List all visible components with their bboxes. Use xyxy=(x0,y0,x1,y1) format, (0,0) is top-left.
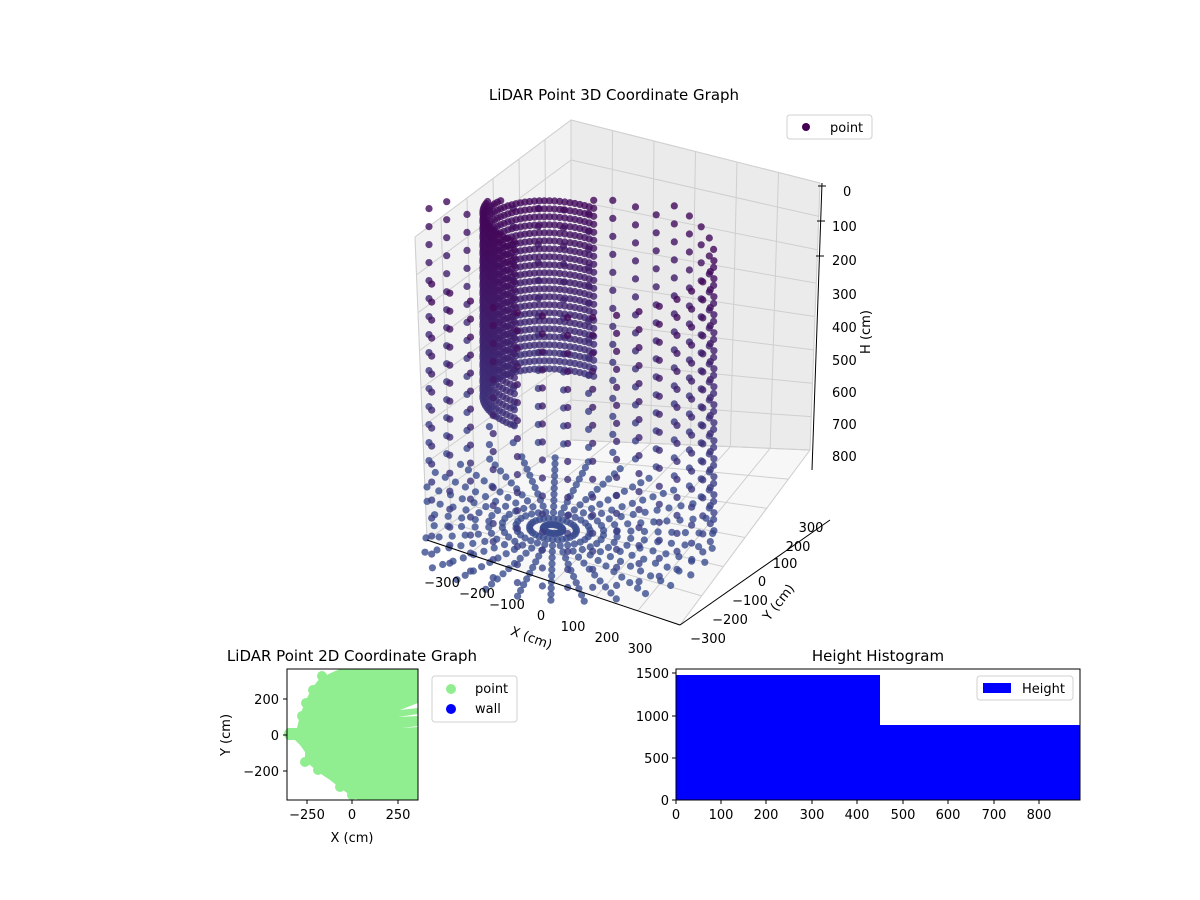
svg-text:200: 200 xyxy=(754,808,779,823)
svg-text:200: 200 xyxy=(595,631,620,646)
y-tick-labels-3d: −300 −200 −100 0 100 200 300 xyxy=(690,521,823,647)
svg-text:700: 700 xyxy=(832,418,857,433)
histogram-x-tick-labels: 0 100 200 300 400 500 600 700 800 xyxy=(672,808,1052,823)
svg-text:0: 0 xyxy=(537,609,545,624)
legend-label-point: point xyxy=(830,121,863,136)
plot-2d: LiDAR Point 2D Coordinate Graph 200 0 −2… xyxy=(219,647,518,846)
z-tick-labels-3d: 0 100 200 300 400 500 600 700 800 xyxy=(832,185,857,465)
svg-text:−200: −200 xyxy=(712,613,748,628)
svg-text:−300: −300 xyxy=(424,576,460,591)
legend-3d: point xyxy=(786,114,873,140)
svg-text:800: 800 xyxy=(1027,808,1052,823)
histogram-bar-1 xyxy=(676,675,880,800)
height-histogram: Height Histogram 1500 1000 500 0 0 100 2… xyxy=(636,647,1081,823)
svg-text:−100: −100 xyxy=(489,598,525,613)
svg-text:300: 300 xyxy=(800,808,825,823)
svg-text:0: 0 xyxy=(348,808,356,823)
x-axis-label-3d: X (cm) xyxy=(508,624,554,653)
svg-text:0: 0 xyxy=(271,729,279,744)
y-axis-label-2d: Y (cm) xyxy=(219,714,234,757)
legend-label-height: Height xyxy=(1022,682,1065,697)
svg-text:500: 500 xyxy=(832,354,857,369)
svg-text:500: 500 xyxy=(644,752,669,767)
svg-text:−200: −200 xyxy=(243,765,279,780)
svg-text:400: 400 xyxy=(832,321,857,336)
svg-text:300: 300 xyxy=(628,642,653,657)
svg-text:250: 250 xyxy=(386,808,411,823)
plot-2d-title: LiDAR Point 2D Coordinate Graph xyxy=(227,647,477,665)
svg-text:0: 0 xyxy=(843,185,851,200)
x-axis-line xyxy=(426,539,681,626)
legend-marker-point xyxy=(446,684,456,694)
x-tick-labels-2d: −250 0 250 xyxy=(289,808,410,823)
histogram-legend: Height xyxy=(976,675,1074,701)
plot-3d: LiDAR Point 3D Coordinate Graph −300 −20… xyxy=(414,86,874,657)
plot-3d-title: LiDAR Point 3D Coordinate Graph xyxy=(489,86,739,104)
legend-2d: point wall xyxy=(431,675,518,723)
svg-text:600: 600 xyxy=(832,386,857,401)
histogram-title: Height Histogram xyxy=(812,647,944,665)
svg-text:0: 0 xyxy=(672,808,680,823)
svg-text:200: 200 xyxy=(254,693,279,708)
legend-marker-wall xyxy=(446,704,456,714)
svg-text:100: 100 xyxy=(832,220,857,235)
svg-text:−100: −100 xyxy=(732,594,768,609)
legend-marker-point xyxy=(802,123,810,131)
x-axis-label-2d: X (cm) xyxy=(331,831,374,846)
y-axis-line xyxy=(679,519,831,626)
y-tick-labels-2d: 200 0 −200 xyxy=(243,693,279,780)
svg-text:200: 200 xyxy=(832,254,857,269)
svg-text:0: 0 xyxy=(661,794,669,809)
svg-text:−250: −250 xyxy=(289,808,325,823)
svg-text:100: 100 xyxy=(709,808,734,823)
histogram-frame xyxy=(675,668,1081,801)
svg-text:1500: 1500 xyxy=(636,667,669,682)
svg-text:400: 400 xyxy=(845,808,870,823)
histogram-y-tick-labels: 1500 1000 500 0 xyxy=(636,667,669,809)
svg-text:300: 300 xyxy=(799,521,824,536)
svg-text:300: 300 xyxy=(832,288,857,303)
svg-text:−300: −300 xyxy=(690,632,726,647)
x-tick-labels-3d: −300 −200 −100 0 100 200 300 xyxy=(424,576,652,657)
point-cloud-3d xyxy=(421,196,718,605)
svg-text:0: 0 xyxy=(758,575,766,590)
svg-text:100: 100 xyxy=(773,557,798,572)
legend-label-point: point xyxy=(475,682,508,697)
svg-text:700: 700 xyxy=(982,808,1007,823)
legend-label-wall: wall xyxy=(475,702,501,717)
legend-swatch-height xyxy=(983,683,1011,693)
svg-text:600: 600 xyxy=(936,808,961,823)
svg-text:1000: 1000 xyxy=(636,710,669,725)
histogram-bar-2 xyxy=(880,725,1080,800)
z-axis-line xyxy=(811,182,823,471)
z-ticks-3d xyxy=(816,185,826,257)
svg-text:−200: −200 xyxy=(459,587,495,602)
svg-text:500: 500 xyxy=(891,808,916,823)
svg-text:800: 800 xyxy=(832,450,857,465)
svg-text:200: 200 xyxy=(786,540,811,555)
z-axis-label-3d: H (cm) xyxy=(859,310,874,354)
svg-text:100: 100 xyxy=(561,620,586,635)
